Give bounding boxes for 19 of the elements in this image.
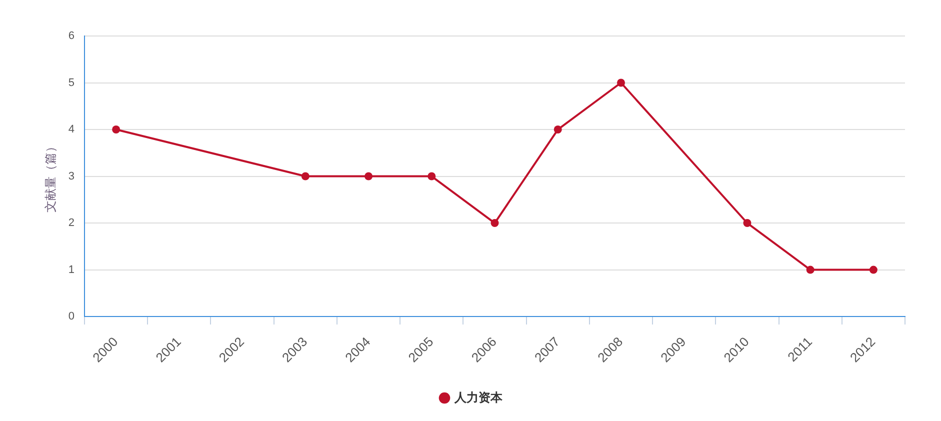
point	[364, 172, 373, 180]
point	[554, 126, 562, 134]
legend-label: 人力资本	[454, 390, 504, 404]
point	[428, 172, 436, 180]
point	[112, 126, 120, 134]
y-tick-label: 3	[68, 170, 75, 182]
point	[869, 266, 878, 274]
y-tick-label: 4	[68, 124, 75, 136]
point	[806, 266, 814, 274]
y-axis-title: 文献量（篇）	[44, 140, 58, 212]
point	[490, 219, 499, 228]
point	[616, 78, 625, 87]
y-tick-label: 6	[68, 30, 75, 42]
point	[301, 172, 310, 180]
y-tick-label: 2	[68, 217, 75, 230]
y-tick-label: 5	[68, 76, 75, 89]
y-tick-label: 1	[68, 264, 75, 276]
point	[743, 219, 752, 228]
y-tick-label: 0	[68, 310, 75, 323]
